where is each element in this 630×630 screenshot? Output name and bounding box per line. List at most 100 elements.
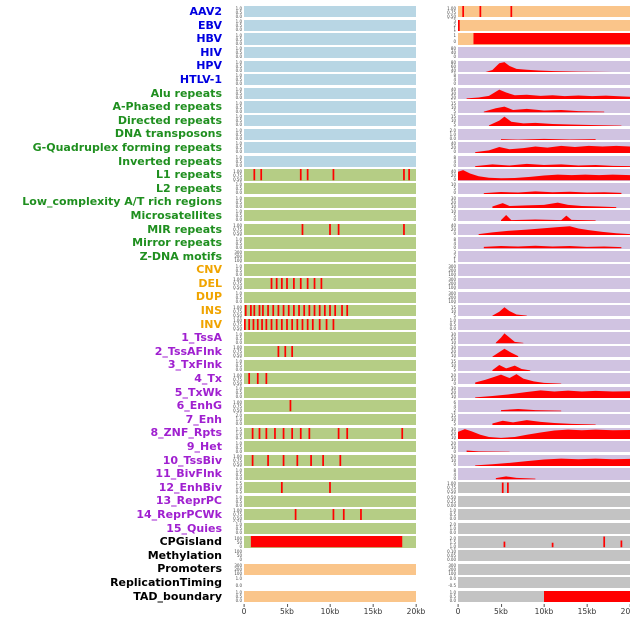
y-axis-tick-label: 0.0	[449, 576, 456, 582]
right-panel	[458, 142, 630, 154]
track-row: HBV 1.0 0.5 0.0 1 0	[0, 32, 630, 46]
y-axis-tick-label: 2.0	[449, 522, 456, 528]
y-axis-tick-label: 0.50	[447, 494, 456, 500]
panel-gap	[416, 127, 440, 141]
y-axis-tick-label: 40	[450, 168, 456, 174]
left-panel	[244, 264, 416, 276]
y-axis-tick-label: 0.5	[235, 362, 242, 368]
red-marks	[501, 409, 562, 412]
red-marks	[492, 420, 596, 426]
y-axis-tick-label: 1.0	[235, 522, 242, 528]
y-axis-tick-label: 1.00	[447, 5, 456, 11]
y-axis-tick-label: 0	[453, 163, 456, 169]
y-axis-tick-label: 1.0	[235, 590, 242, 596]
red-marks	[501, 215, 596, 222]
y-axis-tick-label: 300	[448, 263, 456, 269]
y-axis-tick-label: 80	[450, 46, 456, 52]
panel-gap	[416, 87, 440, 101]
track-row: L2 repeats 1.0 0.5 0.0 10 5 0	[0, 182, 630, 196]
y-axis-tick-label: 0	[453, 149, 456, 155]
right-panel-y-axis: 151050	[440, 114, 458, 128]
y-axis-tick-label: 80	[450, 59, 456, 65]
panel-gap	[416, 562, 440, 576]
left-panel	[244, 373, 416, 385]
right-panel	[458, 577, 630, 589]
left-panel	[244, 278, 416, 290]
y-axis-tick-label: 1	[453, 27, 456, 33]
y-axis-tick-label: 10	[450, 182, 456, 188]
y-axis-tick-label: -0.5	[448, 583, 456, 589]
left-panel	[244, 468, 416, 480]
right-panel-y-axis: 6420	[440, 399, 458, 413]
track-label: 6_EnhG	[176, 399, 222, 413]
y-axis-tick-label: 300	[234, 562, 242, 568]
right-panel	[458, 74, 630, 86]
panel-gap	[416, 426, 440, 440]
right-panel	[458, 128, 630, 140]
y-axis-tick-label: 20	[450, 145, 456, 151]
red-marks	[473, 33, 630, 45]
y-axis-tick-label: 30	[450, 91, 456, 97]
y-axis-tick-label: 200	[234, 566, 242, 572]
y-axis-tick-label: 0.5	[235, 50, 242, 56]
right-panel-y-axis: 20 10 0	[440, 440, 458, 454]
y-axis-tick-label: 0.5	[235, 104, 242, 110]
red-marks	[492, 307, 527, 317]
right-panel	[458, 6, 630, 18]
y-axis-tick-label: 0.50	[233, 176, 242, 182]
y-axis-tick-label: 0.50	[233, 312, 242, 318]
red-marks	[280, 481, 331, 494]
y-axis-tick-label: 0.50	[233, 462, 242, 468]
y-axis-tick-label: 0.50	[233, 231, 242, 236]
track-row: Low_complexity A/T rich regions 1.0 0.5 0.0…	[0, 195, 630, 209]
left-panel	[244, 305, 416, 317]
left-panel	[244, 291, 416, 303]
left-panel	[244, 210, 416, 222]
y-axis-tick-label: 1.5	[235, 481, 242, 487]
left-panel	[244, 509, 416, 521]
red-marks	[475, 458, 630, 466]
left-panel	[244, 427, 416, 439]
y-axis-tick-label: 0.75	[233, 512, 242, 518]
right-panel	[458, 291, 630, 303]
y-axis-tick-label: 0.5	[235, 294, 242, 300]
right-panel-y-axis: 3020100	[440, 426, 458, 440]
y-axis-tick-label: 0.5	[235, 434, 242, 440]
y-axis-tick-label: 20	[450, 95, 456, 101]
track-label: INV	[200, 317, 222, 331]
y-axis-tick-label: 200	[448, 294, 456, 300]
right-panel	[458, 590, 630, 602]
y-axis-tick-label: 0.5	[235, 159, 242, 165]
right-panel-y-axis: 10 5 0	[440, 182, 458, 196]
right-panel	[458, 223, 630, 235]
right-panel-y-axis: 3020100	[440, 331, 458, 345]
y-axis-tick-label: 1.00	[233, 508, 242, 514]
y-axis-tick-label: 15	[450, 100, 456, 106]
y-axis-tick-label: 0.50	[447, 489, 456, 495]
red-marks	[458, 19, 460, 31]
track-label: 1_TssA	[181, 331, 222, 345]
right-panel	[458, 237, 630, 249]
left-panel-y-axis: 1.0 0.5 0.0	[226, 440, 244, 454]
left-panel	[244, 142, 416, 154]
y-axis-tick-label: 15	[450, 413, 456, 419]
right-panel	[458, 210, 630, 222]
track-row: 6_EnhG 1.000.750.500.250.00 6420	[0, 399, 630, 413]
left-panel-y-axis: 1.51.00.50.0	[226, 426, 244, 440]
y-axis-tick-label: 1.00	[233, 454, 242, 460]
y-axis-tick-label: 0.75	[233, 281, 242, 287]
y-axis-tick-label: 60	[450, 63, 456, 69]
y-axis-tick-label: 10	[450, 362, 456, 368]
left-panel-y-axis: 1.0 0.5 0.0	[226, 236, 244, 250]
y-axis-tick-label: 1.0	[235, 209, 242, 215]
track-label: Methylation	[147, 548, 222, 562]
y-axis-tick-label: 10	[450, 458, 456, 464]
y-axis-tick-label: 0.0	[449, 516, 456, 522]
y-axis-tick-label: 10	[450, 434, 456, 440]
y-axis-tick-label: 30	[450, 195, 456, 201]
y-axis-tick-label: 20	[450, 440, 456, 446]
y-axis-tick-label: 100	[448, 285, 456, 291]
y-axis-tick-label: 0.5	[235, 335, 242, 341]
y-axis-tick-label: 1.0	[235, 32, 242, 38]
